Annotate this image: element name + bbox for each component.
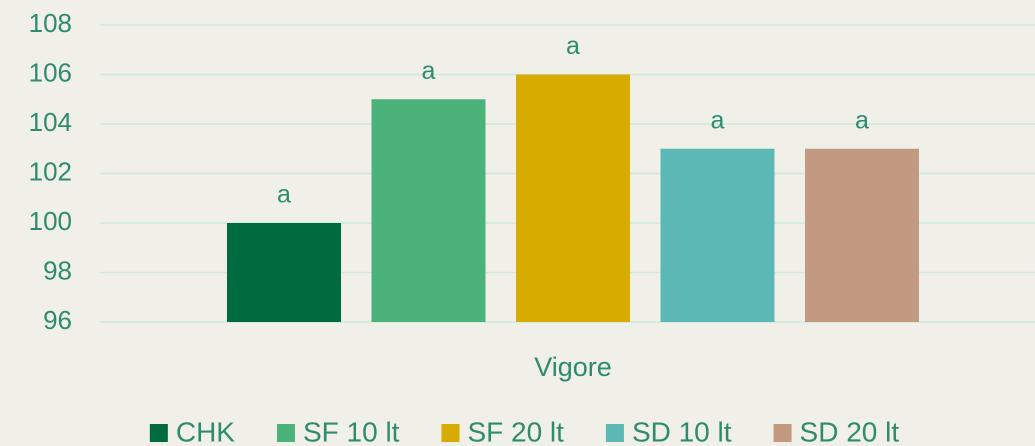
bar-annotation: a (711, 106, 725, 134)
y-tick-label: 104 (29, 107, 72, 137)
bar-annotation: a (277, 181, 291, 209)
x-tick-label: Vigore (534, 352, 612, 382)
y-tick-label: 102 (29, 156, 72, 186)
legend-label: SF 20 lt (467, 416, 564, 446)
y-tick-label: 100 (29, 206, 72, 236)
legend-swatch (773, 424, 792, 442)
bar (516, 74, 630, 322)
bar-annotation: a (566, 32, 580, 60)
legend-swatch (149, 424, 168, 442)
legend-label: SD 20 lt (800, 416, 900, 446)
bar (227, 223, 341, 322)
legend-label: SD 10 lt (632, 416, 732, 446)
y-tick-label: 98 (43, 255, 72, 285)
y-tick-label: 106 (29, 57, 72, 87)
legend-swatch (441, 424, 460, 442)
legend-swatch (276, 424, 295, 442)
legend-label: SF 10 lt (303, 416, 400, 446)
y-tick-label: 108 (29, 8, 72, 38)
legend-swatch (605, 424, 624, 442)
bar-annotation: a (855, 106, 869, 134)
y-tick-label: 96 (43, 305, 72, 335)
bar (371, 99, 486, 322)
bar (805, 148, 919, 322)
bar (660, 148, 775, 322)
bar-annotation: a (422, 57, 436, 85)
legend-label: CHK (176, 416, 235, 446)
